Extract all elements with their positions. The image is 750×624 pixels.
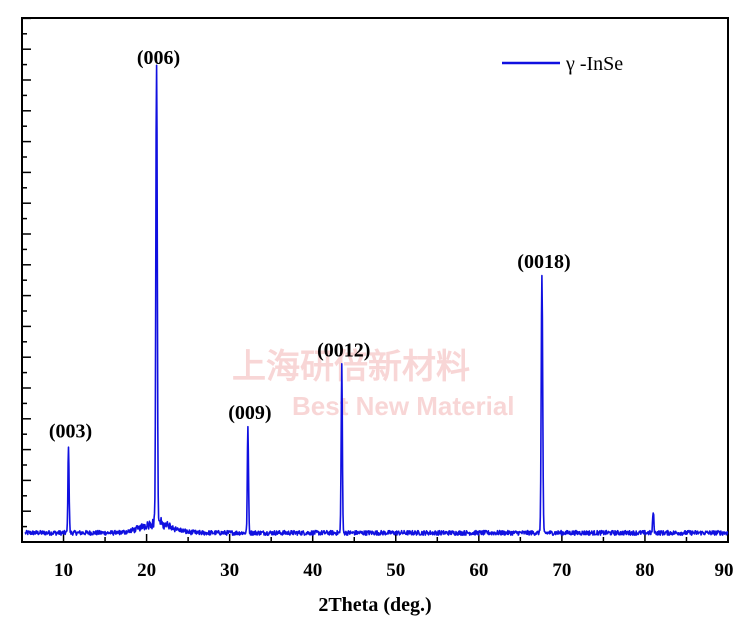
x-tick-label: 20 bbox=[137, 560, 156, 581]
x-axis-title: 2Theta (deg.) bbox=[318, 594, 431, 616]
legend-label: γ -InSe bbox=[565, 53, 623, 75]
plot-frame bbox=[21, 17, 729, 543]
peak-label: (006) bbox=[137, 47, 180, 69]
x-tick-label: 50 bbox=[386, 560, 405, 581]
peak-labels: (003) (006) (009) (0012) (0018) bbox=[49, 47, 571, 442]
x-tick-label: 90 bbox=[715, 560, 734, 581]
series-line bbox=[24, 64, 729, 536]
y-axis-ticks bbox=[22, 17, 31, 543]
watermark: 上海研倍新材料 Best New Material bbox=[232, 347, 515, 421]
peak-label: (0012) bbox=[317, 340, 370, 362]
x-tick-label: 80 bbox=[635, 560, 654, 581]
x-axis-tick-labels: 10 20 30 40 50 60 70 80 90 bbox=[54, 560, 733, 581]
peak-label: (009) bbox=[228, 402, 271, 424]
x-tick-label: 10 bbox=[54, 560, 73, 581]
x-tick-label: 60 bbox=[469, 560, 488, 581]
x-tick-label: 70 bbox=[552, 560, 571, 581]
x-tick-label: 40 bbox=[303, 560, 322, 581]
x-tick-label: 30 bbox=[220, 560, 239, 581]
legend: γ -InSe bbox=[502, 53, 623, 75]
peak-label: (0018) bbox=[517, 251, 570, 273]
watermark-cn: 上海研倍新材料 bbox=[232, 347, 470, 387]
peak-label: (003) bbox=[49, 420, 92, 442]
watermark-en: Best New Material bbox=[292, 391, 515, 421]
